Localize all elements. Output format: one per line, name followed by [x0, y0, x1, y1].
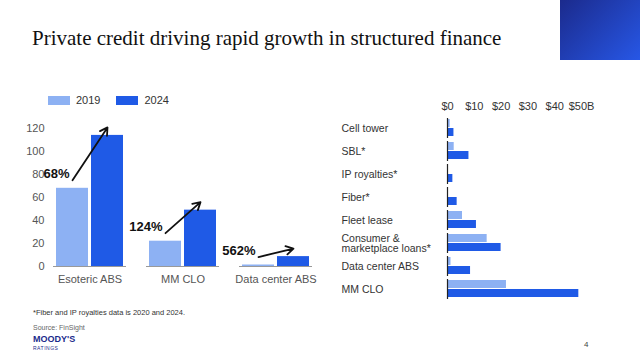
svg-text:$40: $40 — [546, 100, 564, 112]
svg-text:$30: $30 — [519, 100, 537, 112]
svg-text:$10: $10 — [465, 100, 483, 112]
svg-text:120: 120 — [26, 122, 44, 134]
svg-text:MM CLO: MM CLO — [161, 273, 205, 285]
svg-text:$50B: $50B — [569, 100, 595, 112]
svg-text:Data center ABS: Data center ABS — [342, 260, 420, 272]
svg-text:124%: 124% — [129, 219, 163, 234]
html-text:Private credit driving rapid g: Private credit driving rapid growth in s… — [32, 26, 502, 50]
html-text:MOODY'S: MOODY'S — [33, 334, 76, 344]
svg-text:Data center ABS: Data center ABS — [235, 273, 316, 285]
html-text:RATINGS: RATINGS — [33, 345, 59, 351]
svg-text:Cell tower: Cell tower — [342, 122, 389, 134]
svg-text:100: 100 — [26, 145, 44, 157]
svg-text:Fiber*: Fiber* — [342, 191, 370, 203]
svg-text:$20: $20 — [492, 100, 510, 112]
svg-text:MM CLO: MM CLO — [342, 283, 384, 295]
svg-text:60: 60 — [32, 191, 44, 203]
svg-text:IP royalties*: IP royalties* — [342, 168, 398, 180]
svg-text:40: 40 — [32, 214, 44, 226]
svg-text:$0: $0 — [441, 100, 453, 112]
html-text:*Fiber and IP royalties data i: *Fiber and IP royalties data is 2020 and… — [33, 308, 186, 317]
svg-text:Fleet lease: Fleet lease — [342, 214, 394, 226]
svg-text:20: 20 — [32, 237, 44, 249]
svg-text:80: 80 — [32, 168, 45, 180]
svg-text:0: 0 — [38, 260, 44, 272]
html-text:2024: 2024 — [144, 94, 169, 106]
svg-text:SBL*: SBL* — [342, 145, 366, 157]
html-text:Source: FinSight: Source: FinSight — [33, 324, 85, 331]
html-text:2019: 2019 — [76, 94, 101, 106]
svg-text:Consumer &marketplace loans*: Consumer &marketplace loans* — [342, 232, 431, 255]
svg-text:68%: 68% — [43, 166, 69, 181]
svg-text:562%: 562% — [222, 243, 256, 258]
svg-text:Esoteric ABS: Esoteric ABS — [58, 273, 122, 285]
html-text:4: 4 — [584, 340, 589, 349]
